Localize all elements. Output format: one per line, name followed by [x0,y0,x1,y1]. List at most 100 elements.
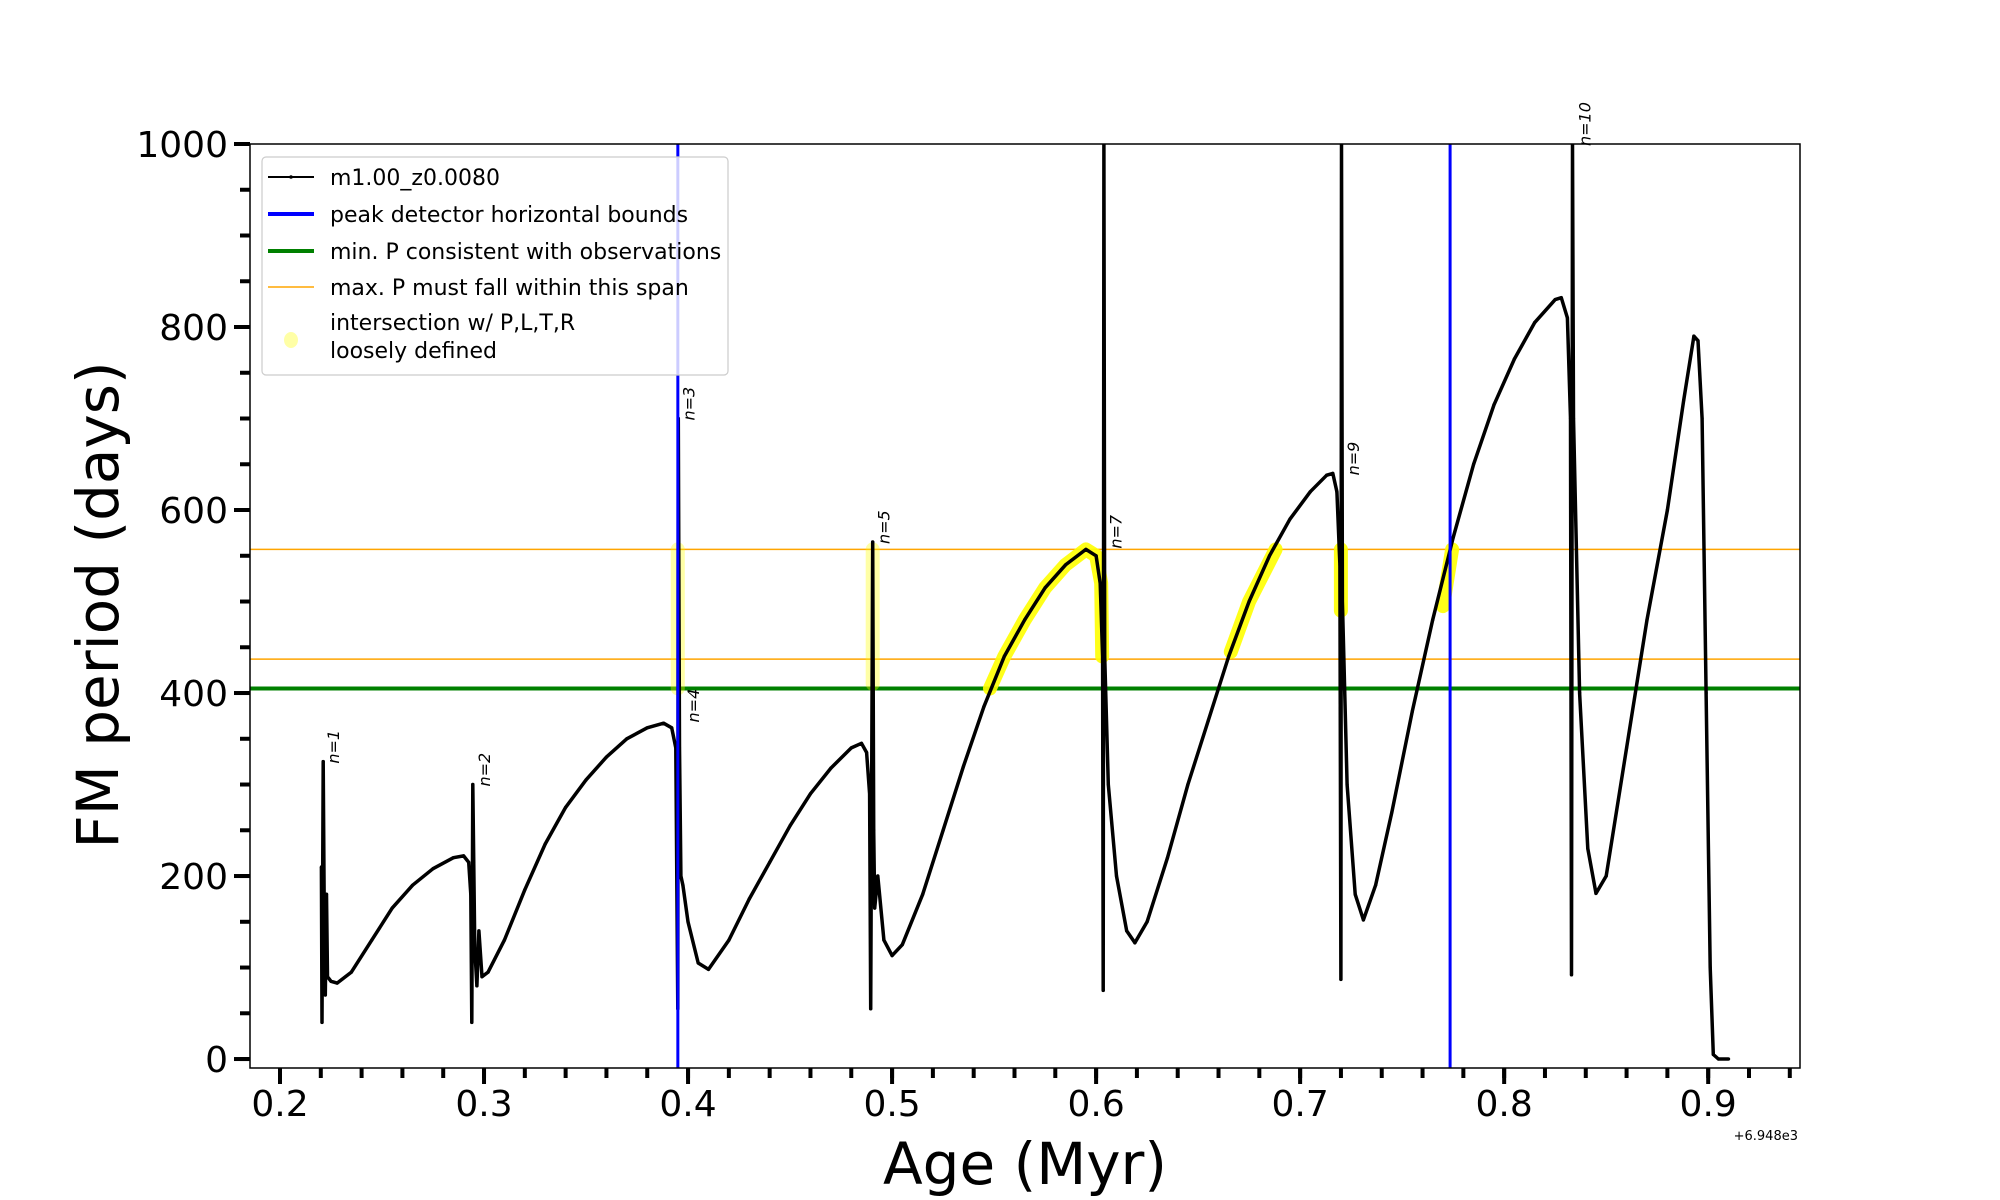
data-point [869,1007,873,1011]
data-point [941,828,945,832]
y-tick-label: 600 [159,491,228,532]
data-point [1098,581,1102,585]
data-point [864,750,869,755]
data-point [471,782,475,787]
data-point [706,967,711,971]
y-axis-label: FM period (days) [64,361,132,848]
data-point [1565,316,1570,320]
data-point [1645,618,1649,622]
data-point [1700,416,1704,421]
data-point [543,842,547,846]
data-point [469,892,473,896]
data-point [322,947,327,951]
data-point [470,1020,474,1025]
data-point [727,938,731,942]
data-point [480,975,484,979]
data-point [696,961,700,965]
data-point [1247,599,1251,604]
data-point [1571,416,1576,421]
data-point [1696,339,1700,343]
data-point [1186,782,1190,787]
data-point [323,993,327,997]
data-point [1308,490,1312,494]
data-point [1063,563,1068,567]
peak-label-n=4: n=4 [684,689,703,723]
data-point [1288,517,1292,521]
legend-label-intersection-2: loosely defined [330,339,497,364]
data-point [325,975,330,979]
data-point [1711,1052,1715,1057]
data-point [1340,599,1344,604]
data-point [1206,718,1210,723]
x-tick-label: 0.2 [251,1084,308,1125]
data-point [1345,782,1349,787]
data-point [1374,883,1378,887]
data-point [1624,746,1629,750]
data-point [475,984,479,988]
data-point [1492,403,1496,407]
data-point [370,938,374,942]
data-point [1145,920,1149,924]
data-point [1133,941,1137,945]
peak-label-n=3: n=3 [679,387,698,421]
data-point [1353,892,1357,896]
y-tick-label: 800 [159,308,228,349]
data-point [747,897,751,901]
data-point [324,892,329,896]
data-point [1227,654,1231,659]
data-point [808,792,813,796]
data-point [882,938,886,942]
data-point [871,540,875,544]
data-point [1125,929,1129,933]
data-point [1586,846,1590,851]
data-point [473,947,477,951]
data-point [1103,654,1107,659]
data-point [876,874,880,878]
data-point [1682,398,1686,402]
data-point [335,981,339,985]
data-point [1084,547,1088,551]
data-point [1094,554,1098,558]
data-point [982,705,986,709]
data-point [900,943,904,947]
data-point [1704,691,1708,695]
x-axis-label: Age (Myr) [883,1130,1167,1198]
data-point [1553,297,1557,302]
data-point [1043,586,1047,590]
y-tick-label: 400 [159,674,228,715]
data-point [1431,618,1435,622]
peak-label-n=5: n=5 [875,510,894,544]
data-point [1338,563,1342,567]
legend-marker-model [289,175,293,179]
data-point [768,860,772,864]
data-point [1726,1057,1731,1061]
data-point [872,828,876,832]
data-point [1708,965,1712,970]
data-point [467,860,471,864]
data-point [1451,535,1455,540]
data-point [670,726,674,730]
data-point [390,906,394,910]
data-point [661,721,666,725]
data-point [349,970,354,974]
x-tick-label: 0.8 [1476,1084,1533,1125]
data-point [961,764,966,768]
data-point [321,760,325,764]
y-tick-label: 0 [205,1040,228,1081]
legend-label-peak-bounds: peak detector horizontal bounds [330,203,688,228]
x-tick-label: 0.7 [1271,1084,1328,1125]
data-point [679,874,683,878]
data-point [319,865,324,869]
data-point [681,883,685,887]
data-point [1339,977,1343,982]
data-point [1331,471,1335,476]
y-tick-label: 200 [159,857,228,898]
data-point [1578,691,1582,695]
data-point [1512,357,1516,361]
data-point [829,766,833,770]
data-point [462,854,466,858]
data-point [788,824,792,828]
data-point [625,737,629,741]
data-point [486,970,490,974]
data-point [431,867,435,871]
